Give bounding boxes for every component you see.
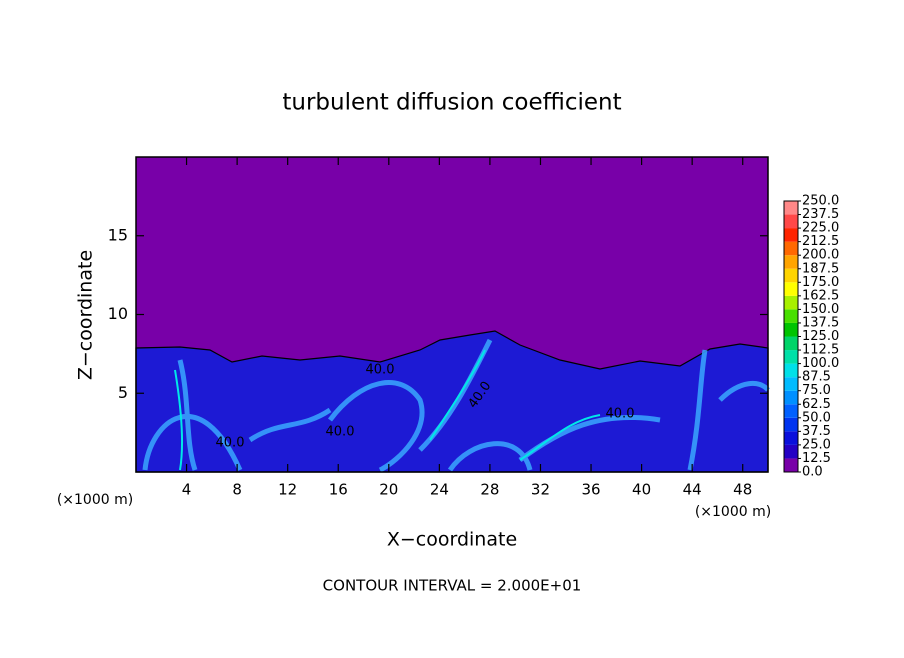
colorbar-label: 125.0 xyxy=(802,329,839,344)
x-axis-label: X−coordinate xyxy=(387,529,517,551)
field xyxy=(135,157,770,473)
colorbar-segment xyxy=(784,390,798,405)
colorbar-label: 37.5 xyxy=(802,424,831,439)
colorbar-label: 50.0 xyxy=(802,410,831,425)
x-tick-label: 20 xyxy=(379,481,398,499)
x-tick-label: 28 xyxy=(480,481,499,499)
colorbar-segment xyxy=(784,404,798,418)
footer: CONTOUR INTERVAL = 2.000E+01 xyxy=(323,577,582,595)
colorbar-segment xyxy=(784,228,798,242)
colorbar-segment xyxy=(784,241,798,256)
colorbar-label: 187.5 xyxy=(802,261,839,276)
colorbar-segment xyxy=(784,431,798,445)
colorbar-label: 225.0 xyxy=(802,221,839,236)
x-tick-label: 8 xyxy=(232,481,242,499)
colorbar-label: 62.5 xyxy=(802,397,831,412)
chart-title: turbulent diffusion coefficient xyxy=(282,90,621,116)
x-tick-label: 16 xyxy=(329,481,348,499)
colorbar-segment xyxy=(784,268,798,283)
y-tick-label: 15 xyxy=(108,225,128,244)
x-tick-label: 4 xyxy=(182,481,192,499)
contour-label: 40.0 xyxy=(366,363,395,378)
colorbar-segment xyxy=(784,363,798,378)
x-tick-label: 44 xyxy=(683,481,702,499)
colorbar-label: 0.0 xyxy=(802,465,823,480)
colorbar-label: 250.0 xyxy=(802,194,839,209)
x-unit-label: (×1000 m) xyxy=(57,492,133,508)
colorbar-label: 162.5 xyxy=(802,288,839,303)
x-unit-label: (×1000 m) xyxy=(695,504,771,520)
colorbar-label: 75.0 xyxy=(802,383,831,398)
colorbar-segment xyxy=(784,458,798,472)
colorbar-segment xyxy=(784,309,798,323)
y-axis-label: Z−coordinate xyxy=(75,250,97,380)
colorbar-label: 87.5 xyxy=(802,370,831,385)
y-tick-label: 5 xyxy=(118,383,128,402)
x-tick-label: 32 xyxy=(531,481,550,499)
colorbar-label: 212.5 xyxy=(802,234,839,249)
x-tick-label: 40 xyxy=(632,481,651,499)
x-tick-label: 48 xyxy=(733,481,752,499)
y-tick-label: 10 xyxy=(108,304,128,323)
colorbar-segment xyxy=(784,295,798,310)
colorbar-segment xyxy=(784,350,798,364)
colorbar-segment xyxy=(784,282,798,296)
colorbar-label: 175.0 xyxy=(802,275,839,290)
x-tick-label: 24 xyxy=(430,481,449,499)
colorbar-segment xyxy=(784,322,798,337)
colorbar-label: 237.5 xyxy=(802,207,839,222)
colorbar-label: 25.0 xyxy=(802,437,831,452)
contour-label: 40.0 xyxy=(326,425,355,440)
field-highlights xyxy=(174,349,601,471)
x-tick-label: 36 xyxy=(581,481,600,499)
colorbar-label: 112.5 xyxy=(802,343,839,358)
colorbar-segment xyxy=(784,336,798,351)
colorbar-label: 200.0 xyxy=(802,248,839,263)
colorbar-label: 12.5 xyxy=(802,451,831,466)
colorbar-label: 150.0 xyxy=(802,302,839,317)
colorbar-segment xyxy=(784,417,798,432)
colorbar-segment xyxy=(784,377,798,391)
colorbar-segment xyxy=(784,255,798,269)
x-tick-label: 12 xyxy=(278,481,297,499)
colorbar-label: 137.5 xyxy=(802,315,839,330)
colorbar-label: 100.0 xyxy=(802,356,839,371)
colorbar-segment xyxy=(784,444,798,459)
colorbar-segment xyxy=(784,214,798,229)
colorbar-segment xyxy=(784,201,798,215)
field-region xyxy=(135,330,769,473)
contour-label: 40.0 xyxy=(606,407,635,422)
contour-label: 40.0 xyxy=(216,436,245,451)
